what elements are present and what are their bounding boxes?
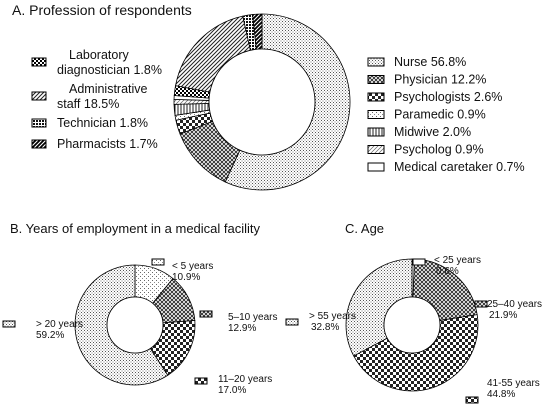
donut-hole xyxy=(383,296,441,354)
label-text: Administrative xyxy=(69,82,148,96)
label-text: < 25 years xyxy=(434,255,481,266)
legend-swatch xyxy=(194,377,208,385)
panel-b-employment: B. Years of employment in a medical faci… xyxy=(2,221,277,396)
legend-swatch xyxy=(31,91,47,101)
legend-swatch xyxy=(31,118,47,128)
label-text: Pharmacists 1.7% xyxy=(57,137,158,151)
legend-swatch xyxy=(151,258,165,266)
donut-hole xyxy=(208,48,316,156)
label-text: 32.8% xyxy=(311,322,339,333)
legend-swatch xyxy=(367,162,385,172)
label-text: diagnostician 1.8% xyxy=(57,63,162,77)
label-text: 5–10 years xyxy=(228,312,277,323)
label-text: Medical caretaker 0.7% xyxy=(394,160,525,174)
legend-swatch xyxy=(199,310,213,318)
legend-swatch xyxy=(31,139,47,149)
legend-swatch xyxy=(2,320,16,328)
legend-swatch xyxy=(474,300,488,308)
label-text: Nurse 56.8% xyxy=(394,55,466,69)
legend-swatch xyxy=(31,57,47,67)
legend-swatch xyxy=(367,145,385,154)
label-text: 10.9% xyxy=(172,272,200,283)
label-text: staff 18.5% xyxy=(57,97,119,111)
label-text: 59.2% xyxy=(36,330,64,341)
label-text: Physician 12.2% xyxy=(394,73,486,87)
label-text: 25–40 years xyxy=(487,299,542,310)
label-text: 0.6% xyxy=(436,266,459,277)
label-text: 11–20 years xyxy=(218,374,272,385)
legend-swatch xyxy=(367,110,385,119)
legend-swatch xyxy=(367,127,385,137)
label-text: Psychologists 2.6% xyxy=(394,90,502,104)
legend-swatch xyxy=(367,92,385,102)
label-text: > 20 years xyxy=(36,319,83,330)
label-text: Midwive 2.0% xyxy=(394,125,471,139)
label-text: Paramedic 0.9% xyxy=(394,108,486,122)
label-text: 17.0% xyxy=(218,385,246,396)
label-text: > 55 years xyxy=(309,311,356,322)
panel-a-profession: A. Profession of respondents Laboratoryd… xyxy=(12,2,525,191)
label-text: 21.9% xyxy=(489,310,517,321)
label-text: Laboratory xyxy=(69,48,130,62)
label-text: < 5 years xyxy=(172,261,213,272)
chart-title: C. Age xyxy=(345,221,384,236)
legend-swatch xyxy=(285,318,299,326)
donut-chart-c xyxy=(345,258,479,392)
chart-title: B. Years of employment in a medical faci… xyxy=(10,221,261,236)
legend-swatch xyxy=(367,57,385,67)
donut-chart-b xyxy=(74,264,196,386)
label-text: 12.9% xyxy=(228,323,256,334)
legend-swatch xyxy=(367,75,385,84)
donut-chart-a xyxy=(173,13,351,191)
legend-swatch xyxy=(465,396,479,404)
label-text: 41-55 years xyxy=(487,378,540,389)
legend-swatch xyxy=(412,258,426,266)
label-text: Technician 1.8% xyxy=(57,116,148,130)
label-text: 44.8% xyxy=(487,389,515,400)
chart-title: A. Profession of respondents xyxy=(12,2,192,18)
donut-hole xyxy=(106,296,164,354)
label-text: Psycholog 0.9% xyxy=(394,143,484,157)
legend-right: Nurse 56.8% Physician 12.2% Psychologists … xyxy=(367,55,525,174)
